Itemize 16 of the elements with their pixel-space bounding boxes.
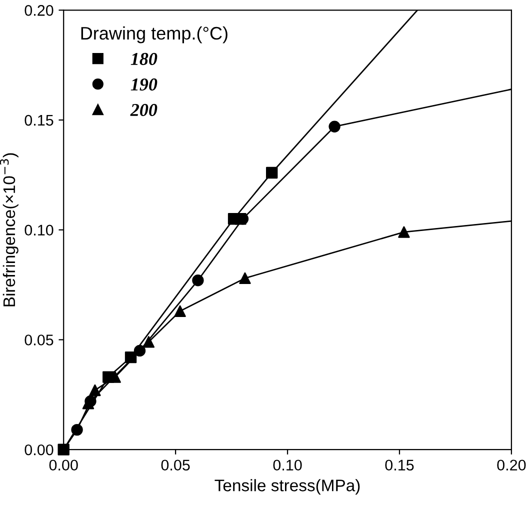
x-tick-label: 0.20 <box>497 460 526 471</box>
y-tick-label: 0.10 <box>24 224 54 236</box>
y-tick-label: 0.20 <box>24 5 54 16</box>
y-axis-title: Birefringence(×10$^{−3}$) <box>0 153 18 306</box>
x-tick-label: 0.05 <box>161 460 190 471</box>
x-tick-label: 0.10 <box>273 460 302 471</box>
legend-label: 200 <box>130 104 158 116</box>
y-tick-label: 0.15 <box>24 114 54 126</box>
legend-label: 190 <box>130 78 158 91</box>
legend-label: 180 <box>130 52 158 66</box>
x-tick-label: 0.00 <box>49 460 78 471</box>
x-tick-label: 0.15 <box>385 460 414 471</box>
y-tick-label: 0.05 <box>24 334 54 346</box>
legend-title: Drawing temp.(°C) <box>81 26 228 44</box>
y-tick-label: 0.00 <box>24 444 54 456</box>
x-axis-title: Tensile stress(MPa) <box>214 479 360 495</box>
